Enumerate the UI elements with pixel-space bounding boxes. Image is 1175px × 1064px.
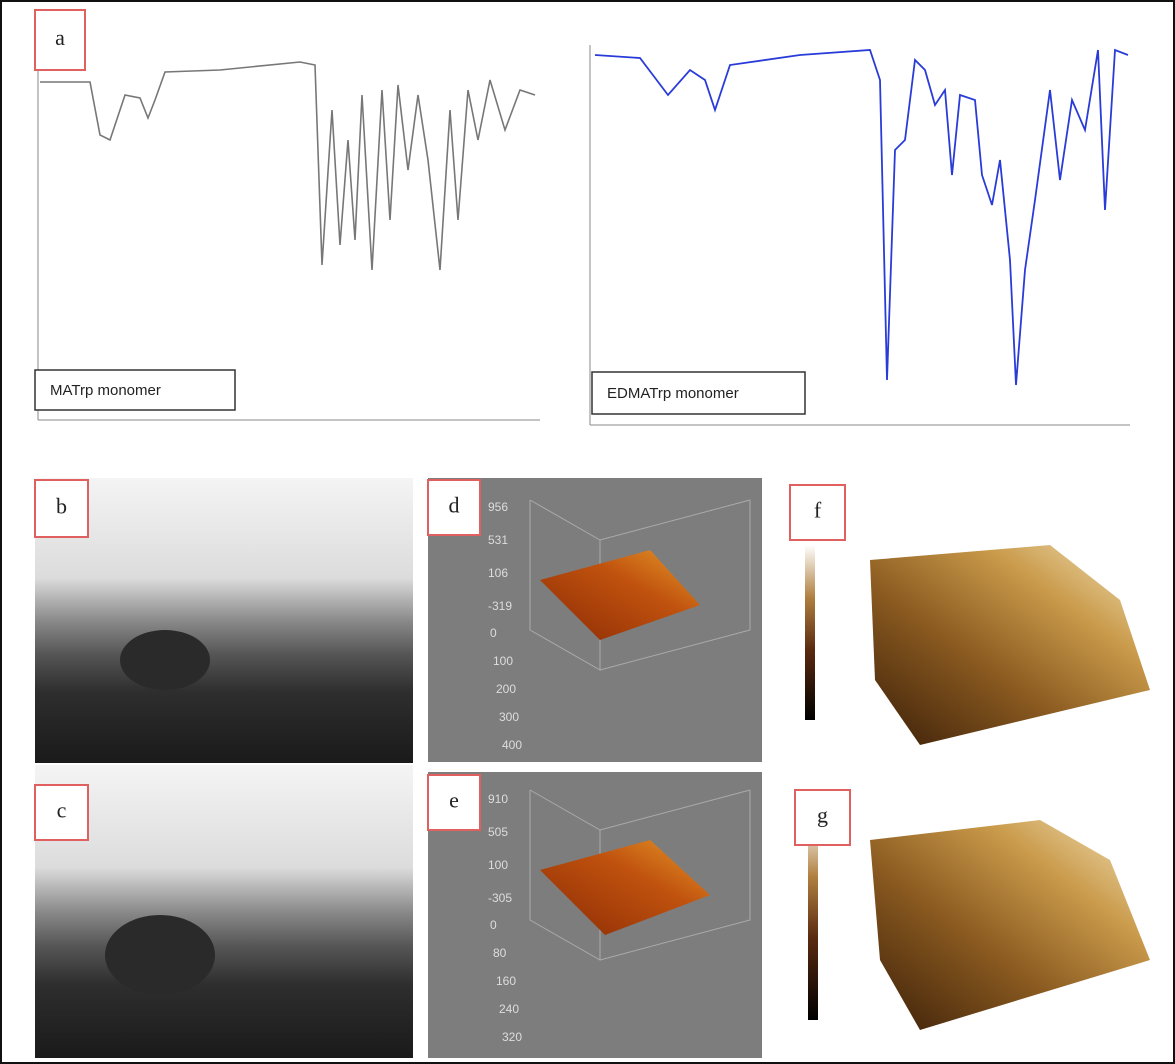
caption: EDMATrp monomer — [607, 385, 739, 402]
z-tick-label: 100 — [488, 858, 508, 872]
spectrum-left — [38, 50, 540, 420]
z-tick-label: -305 — [488, 891, 512, 905]
droplet — [105, 915, 215, 995]
z-tick-label: 505 — [488, 825, 508, 839]
panel-label: f — [814, 498, 822, 523]
spectrum-right — [590, 45, 1130, 425]
z-tick-label: 910 — [488, 792, 508, 806]
y-tick-label: 100 — [493, 654, 513, 668]
caption: MATrp monomer — [50, 382, 161, 399]
y-tick-label: 160 — [496, 974, 516, 988]
z-tick-label: -319 — [488, 599, 512, 613]
z-tick-label: 106 — [488, 566, 508, 580]
z-tick-label: 531 — [488, 533, 508, 547]
photo-b — [35, 478, 413, 763]
y-tick-label: 0 — [490, 626, 497, 640]
droplet — [120, 630, 210, 690]
y-tick-label: 300 — [499, 710, 519, 724]
y-tick-label: 240 — [499, 1002, 519, 1016]
y-tick-label: 200 — [496, 682, 516, 696]
surface-f — [870, 545, 1150, 745]
panel-label: c — [57, 798, 67, 823]
z-tick-label: 956 — [488, 500, 508, 514]
panel-label: g — [817, 803, 828, 828]
panel-label: d — [449, 493, 460, 518]
panel-label: e — [449, 788, 459, 813]
colorbar-f — [805, 545, 815, 720]
y-tick-label: 0 — [490, 918, 497, 932]
y-tick-label: 80 — [493, 946, 507, 960]
surface-g — [870, 820, 1150, 1030]
y-tick-label: 400 — [502, 738, 522, 752]
panel-label: b — [56, 494, 67, 519]
y-tick-label: 320 — [502, 1030, 522, 1044]
figure: MATrp monomer EDMATrp monomer 956 531 106 -… — [0, 0, 1175, 1064]
panel-label: a — [55, 25, 65, 50]
photo-c — [35, 765, 413, 1058]
